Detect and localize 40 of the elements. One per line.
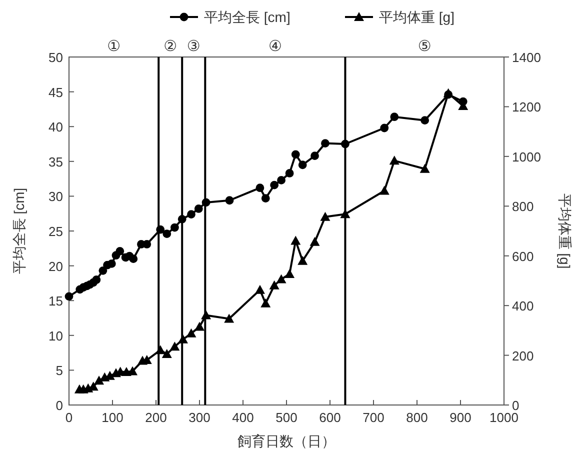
y-axis-title: 平均全長 [cm] (11, 188, 27, 274)
y2-tick-label: 1200 (512, 100, 541, 115)
x-tick-label: 1000 (490, 410, 518, 425)
y-tick-label: 35 (48, 154, 63, 170)
y-tick-label: 50 (48, 50, 63, 65)
x-tick-label: 500 (276, 410, 298, 425)
y-tick-label: 25 (48, 224, 63, 239)
y-tick-label: 0 (56, 398, 63, 413)
y-tick-label: 30 (48, 189, 63, 204)
x-tick-label: 700 (362, 410, 384, 425)
x-tick-label: 100 (102, 410, 124, 425)
x-tick-label: 800 (406, 410, 428, 425)
text: ② (164, 38, 178, 55)
x-tick-label: 300 (188, 410, 210, 425)
y-tick-label: 40 (48, 120, 63, 135)
text: ⑤ (418, 38, 432, 55)
text: ④ (268, 38, 282, 55)
legend-label: 平均全長 [cm] (204, 9, 290, 25)
y-tick-label: 45 (48, 84, 63, 100)
legend-label: 平均体重 [g] (379, 9, 454, 25)
y2-tick-label: 200 (512, 348, 534, 364)
x-tick-label: 0 (65, 410, 73, 425)
y2-tick-label: 600 (512, 248, 534, 264)
y-tick-label: 15 (48, 294, 63, 309)
y-tick-label: 10 (48, 328, 63, 344)
x-tick-label: 200 (145, 410, 167, 425)
text: ③ (186, 38, 200, 55)
y-tick-label: 5 (56, 363, 63, 378)
y-tick-label: 20 (48, 258, 63, 274)
y2-tick-label: 1400 (512, 50, 541, 65)
text: ① (107, 38, 121, 55)
y2-tick-label: 400 (512, 298, 534, 314)
y2-tick-label: 0 (512, 398, 520, 413)
y2-tick-label: 1000 (512, 149, 541, 164)
x-tick-label: 400 (232, 410, 254, 425)
x-axis-title: 飼育日数（日） (238, 433, 336, 449)
y2-tick-label: 800 (512, 199, 534, 214)
y2-axis-title: 平均体重 [g] (557, 193, 573, 269)
x-tick-label: 900 (450, 410, 472, 425)
x-tick-label: 600 (319, 410, 341, 425)
